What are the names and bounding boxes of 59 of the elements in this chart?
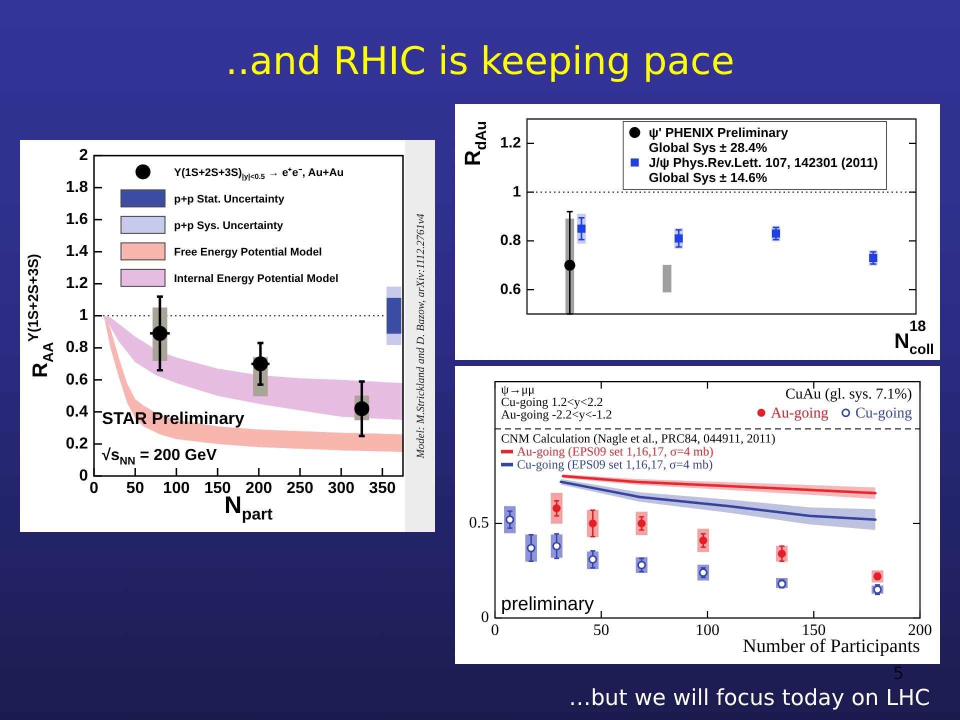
y-tick-label: 1 [79,307,88,324]
annotation: Cu-going 1.2<y<2.2 [501,395,603,410]
text: 18 [909,318,926,335]
y-axis-title: RdAu [460,120,490,166]
x-tick-label: 50 [126,480,144,498]
legend-label: ψ' PHENIX Preliminary [648,125,789,140]
x-tick-label: 150 [204,480,232,498]
annotation: STAR Preliminary [102,409,245,428]
legend-label: p+p Sys. Uncertainty [174,220,284,232]
annotation: ψ→μμ [501,382,536,397]
text: …but we will focus today on LHC [568,686,930,711]
y-tick-label: 0.2 [66,435,88,452]
y-tick-label: 1.8 [66,179,88,196]
y-tick-label: 0 [79,467,88,484]
x-tick-label: 150 [802,622,826,639]
y-tick-label: 0.6 [500,280,521,298]
x-tick-label: 350 [369,480,396,498]
text: 5 [893,664,904,684]
point [354,401,370,416]
bar [662,264,672,292]
y-tick-label: 1 [512,183,521,200]
legend-label: Au-going (EPS09 set 1,16,17, σ=4 mb) [517,444,714,459]
point [252,356,268,372]
point [152,326,168,341]
legend-title: CuAu (gl. sys. 7.1%) [785,386,912,403]
x-tick-label: 50 [593,622,610,639]
y-tick-label: 0.8 [500,232,521,250]
x-tick-label: 200 [245,480,272,498]
legend-label: J/ψ Phys.Rev.Lett. 107, 142301 (2011) [648,155,878,170]
y-tick-label: 1.2 [500,134,521,152]
annotation: Global Sys ± 14.6% [648,170,768,186]
annotation: preliminary [501,594,594,615]
y-tick-label: 0.8 [66,339,88,356]
y-tick-label: 0.4 [66,403,88,420]
legend-label: Internal Energy Potential Model [174,272,338,285]
annotation: Au-going -2.2<y<-1.2 [501,408,612,422]
legend-label: Cu-going (EPS09 set 1,16,17, σ=4 mb) [517,458,713,472]
y-tick-label: 0.5 [469,514,489,532]
x-tick-label: 200 [908,622,932,639]
y-tick-label: 0.6 [66,371,88,388]
x-axis-title: Number of Participants [742,636,920,657]
x-tick-label: 250 [286,480,314,498]
text: Model: M.Strickland and D. Bazow, arXiv:1112.2761v4 [415,213,427,460]
y-axis-title: RAAΥ(1S+2S+3S) [26,254,57,378]
y-tick-label: 1.2 [66,275,88,292]
legend-label: Au-going [770,406,829,422]
text: ..and RHIC is keeping pace [224,38,736,85]
y-tick-label: 1.4 [66,243,88,260]
x-tick-label: 100 [696,622,720,639]
bar [386,298,402,334]
x-tick-label: 100 [163,480,190,498]
x-tick-label: 300 [328,480,355,498]
y-tick-label: 1.6 [66,211,88,228]
legend-label: Cu-going [855,406,912,422]
annotation: CNM Calculation (Nagle et al., PRC84, 044911, 2011) [501,432,776,446]
annotation: Global Sys ± 28.4% [648,140,768,156]
legend-label: Free Energy Potential Model [174,246,322,258]
y-tick-label: 2 [79,147,88,164]
legend-label: p+p Stat. Uncertainty [174,193,286,206]
